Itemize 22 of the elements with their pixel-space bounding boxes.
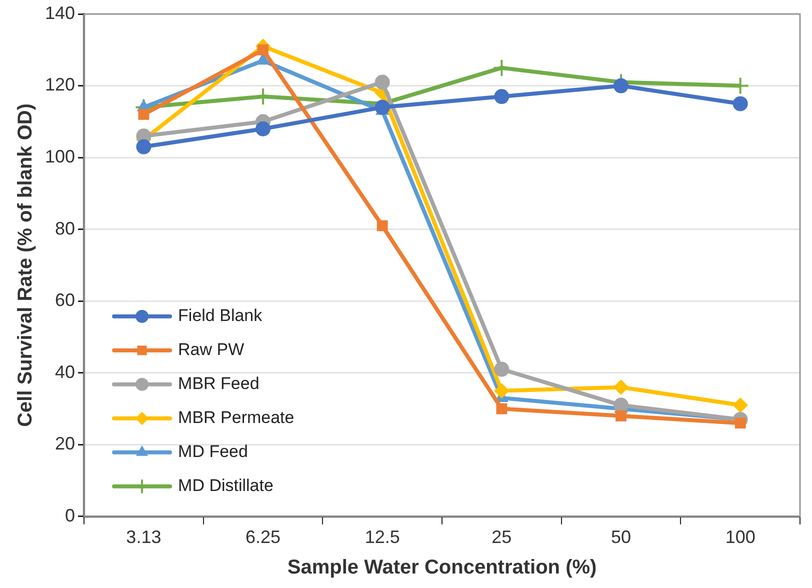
x-tick-label: 100 <box>725 527 756 548</box>
legend-label: MD Feed <box>178 442 248 462</box>
y-tick-label: 140 <box>44 2 76 23</box>
y-tick-label: 40 <box>55 362 76 382</box>
legend-label: Raw PW <box>178 340 244 360</box>
y-tick-label: 120 <box>44 74 76 95</box>
x-axis-title: Sample Water Concentration (%) <box>287 556 597 579</box>
y-tick-label: 80 <box>55 218 76 238</box>
legend-label: MBR Permeate <box>178 408 294 428</box>
legend-label: MBR Feed <box>178 374 260 394</box>
x-tick-label: 50 <box>610 527 632 548</box>
x-tick-label: 3.13 <box>126 527 162 548</box>
y-tick-label: 60 <box>55 290 76 310</box>
y-tick-label: 20 <box>55 434 76 454</box>
y-axis-title: Cell Survival Rate (% of blank OD) <box>14 103 37 427</box>
x-tick-label: 6.25 <box>246 527 281 548</box>
x-tick-label: 12.5 <box>364 527 400 548</box>
y-tick-label: 100 <box>44 146 76 167</box>
x-tick-label: 25 <box>492 527 512 548</box>
legend-label: MD Distillate <box>178 476 274 496</box>
legend-label: Field Blank <box>178 306 263 326</box>
y-tick-label: 0 <box>65 505 76 526</box>
